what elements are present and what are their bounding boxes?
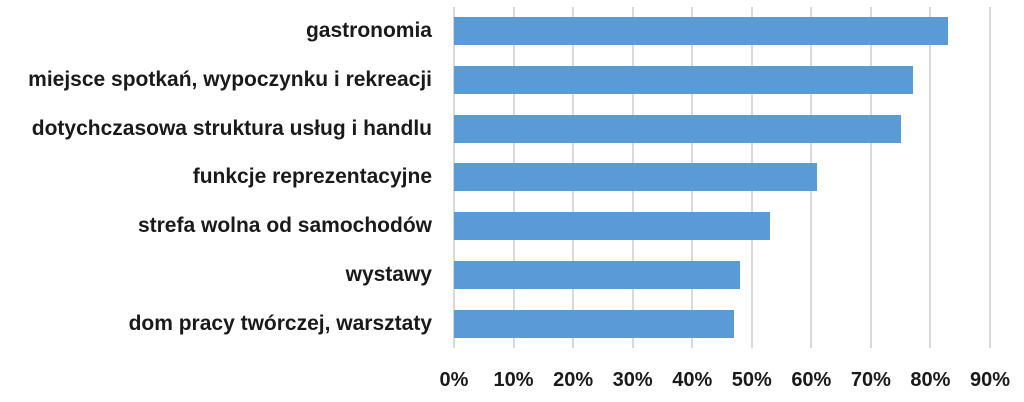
x-tick-label: 40% bbox=[672, 369, 713, 391]
category-label: gastronomia bbox=[305, 19, 432, 42]
category-label: funkcje reprezentacyjne bbox=[192, 165, 432, 188]
gridline bbox=[929, 7, 932, 348]
x-tick-label: 50% bbox=[731, 369, 772, 391]
category-label: miejsce spotkań, wypoczynku i rekreacji bbox=[28, 68, 432, 91]
category-label: wystawy bbox=[345, 263, 432, 286]
x-tick-label: 70% bbox=[850, 369, 891, 391]
x-tick-label: 80% bbox=[910, 369, 951, 391]
bar bbox=[454, 66, 913, 94]
bar bbox=[454, 115, 901, 143]
x-tick-label: 60% bbox=[791, 369, 832, 391]
gridline bbox=[869, 7, 872, 348]
category-label: dotychczasowa struktura usług i handlu bbox=[31, 117, 432, 140]
bar bbox=[454, 17, 949, 45]
gridline bbox=[989, 7, 991, 348]
category-label: strefa wolna od samochodów bbox=[137, 214, 432, 237]
bar bbox=[454, 212, 770, 240]
x-tick-label: 0% bbox=[439, 369, 469, 391]
x-tick-label: 90% bbox=[969, 369, 1011, 391]
bar bbox=[454, 261, 740, 289]
x-tick-label: 30% bbox=[612, 369, 653, 391]
x-tick-label: 10% bbox=[493, 369, 534, 391]
bar bbox=[454, 163, 818, 191]
bar bbox=[454, 310, 734, 338]
category-label: dom pracy twórczej, warsztaty bbox=[128, 312, 432, 335]
x-tick-label: 20% bbox=[553, 369, 594, 391]
